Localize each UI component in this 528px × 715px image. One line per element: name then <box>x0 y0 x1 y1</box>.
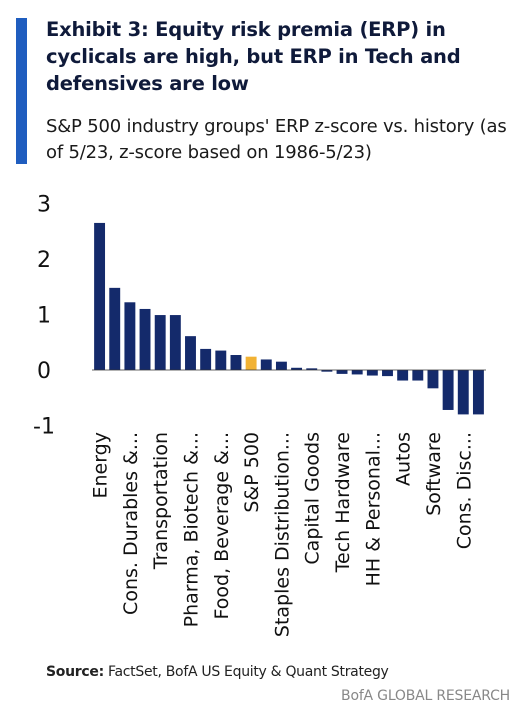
bar <box>382 370 393 377</box>
x-tick-label: Staples Distribution... <box>271 432 293 637</box>
bar <box>306 368 318 371</box>
bar <box>200 348 212 370</box>
bar <box>260 359 272 370</box>
chart-subtitle: S&P 500 industry groups' ERP z-score vs.… <box>46 116 507 163</box>
bar <box>321 370 333 372</box>
y-tick-label: 1 <box>37 304 51 329</box>
bar <box>109 287 121 370</box>
bar <box>245 356 257 370</box>
y-tick-label: 2 <box>37 248 51 273</box>
x-tick-label: Autos <box>393 432 415 486</box>
bar <box>457 370 469 415</box>
x-tick-label: Cons. Durables &... <box>120 432 142 615</box>
bar <box>336 370 348 374</box>
bar <box>169 315 181 371</box>
chart-title: Exhibit 3: Equity risk premia (ERP) in c… <box>46 18 461 95</box>
x-tick-label: Software <box>423 432 445 516</box>
x-tick-label: S&P 500 <box>241 432 263 513</box>
bar <box>366 370 378 376</box>
x-tick-label: HH & Personal... <box>362 432 384 586</box>
x-tick-label: Transportation <box>150 432 172 570</box>
x-tick-label: Food, Beverage &... <box>211 432 233 619</box>
title-accent-bar <box>16 18 27 164</box>
bar <box>412 370 424 381</box>
bar <box>472 370 484 415</box>
bar <box>185 336 196 370</box>
source-note: Source: FactSet, BofA US Equity & Quant … <box>46 664 389 680</box>
bar <box>427 370 439 389</box>
y-tick-label: 0 <box>37 359 51 384</box>
bar <box>275 361 287 370</box>
bar <box>291 367 303 370</box>
source-label: Source: <box>46 664 104 680</box>
brand-label: BofA GLOBAL RESEARCH <box>341 688 510 704</box>
y-tick-label: -1 <box>33 415 55 440</box>
bar <box>215 350 227 370</box>
bar <box>94 222 106 370</box>
bar <box>124 302 136 370</box>
x-tick-label: Pharma, Biotech &... <box>181 432 203 627</box>
x-tick-label: Tech Hardware <box>332 432 354 573</box>
x-tick-label: Energy <box>90 432 112 499</box>
x-tick-label: Capital Goods <box>302 432 324 565</box>
bar <box>351 370 363 375</box>
bar <box>139 308 151 370</box>
x-tick-label: Cons. Disc... <box>453 432 475 549</box>
bar-chart: 3 2 1 0 -1 Energy Cons. Durables &... Transport… <box>33 193 486 637</box>
y-tick-label: 3 <box>37 193 51 218</box>
bar <box>154 315 166 371</box>
source-text: FactSet, BofA US Equity & Quant Strategy <box>103 664 389 680</box>
bar <box>230 355 242 370</box>
bar <box>442 370 454 410</box>
bar <box>397 370 409 381</box>
